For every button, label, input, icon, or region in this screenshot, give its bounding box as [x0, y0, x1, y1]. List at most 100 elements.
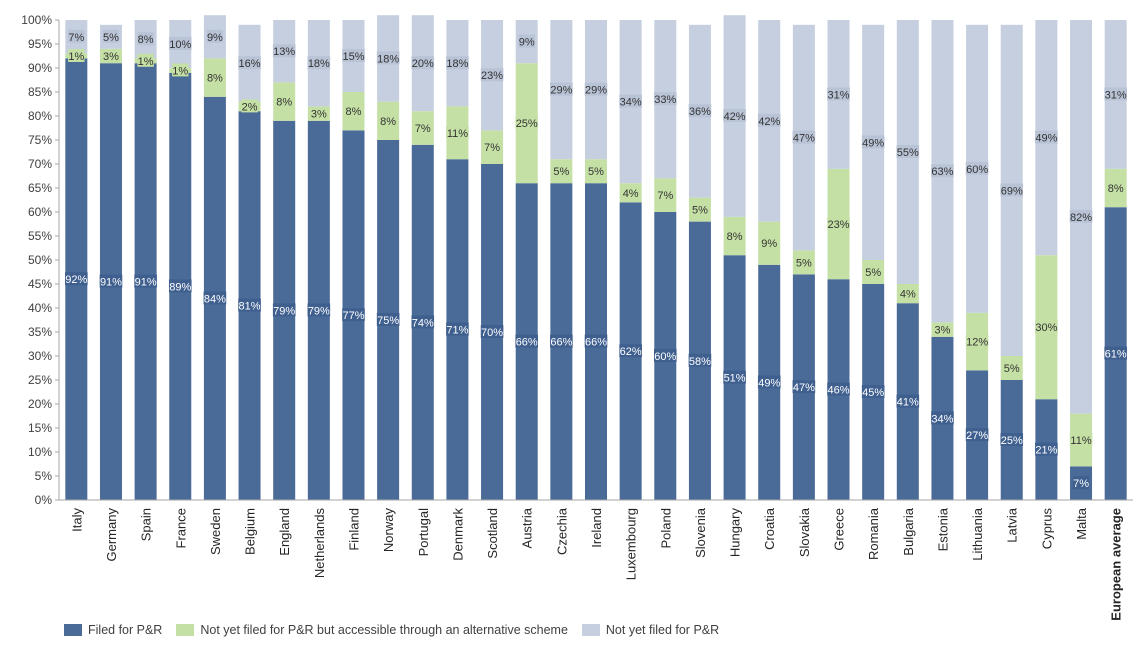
- data-label-alternative-bg: [934, 322, 951, 336]
- data-label-filed-bg: [550, 334, 573, 348]
- category-label: Belgium: [243, 508, 258, 555]
- y-tick-label: 10%: [28, 445, 52, 459]
- data-label-filed-bg: [203, 291, 227, 305]
- data-label-filed: 41%: [897, 397, 919, 409]
- data-label-not-filed-bg: [168, 37, 192, 50]
- data-label-filed: 79%: [273, 305, 295, 317]
- legend-swatch-filed: [64, 624, 82, 636]
- data-label-not-filed: 42%: [758, 116, 780, 128]
- data-label-filed-bg: [480, 325, 504, 338]
- category-label: England: [277, 508, 292, 556]
- data-label-alternative: 30%: [1035, 322, 1057, 334]
- y-tick-label: 35%: [28, 325, 52, 339]
- data-label-not-filed: 31%: [1105, 89, 1127, 101]
- data-label-alternative: 8%: [1108, 183, 1124, 195]
- data-label-alternative: 8%: [727, 231, 743, 243]
- category-label: Lithuania: [970, 507, 985, 561]
- data-label-filed-bg: [584, 334, 608, 348]
- data-label-alternative-bg: [553, 164, 570, 178]
- data-label-filed-bg: [896, 394, 920, 408]
- data-label-alternative-bg: [1069, 433, 1093, 446]
- data-label-not-filed: 82%: [1070, 212, 1092, 224]
- category-label: France: [173, 508, 188, 548]
- category-label: Poland: [658, 508, 673, 548]
- legend-item-not-filed: Not yet filed for P&R: [581, 623, 719, 637]
- category-label: Estonia: [935, 507, 950, 551]
- data-label-filed: 79%: [308, 305, 330, 317]
- data-label-alternative-bg: [414, 121, 431, 134]
- data-label-filed-bg: [99, 274, 123, 288]
- data-label-not-filed-bg: [102, 29, 120, 43]
- data-label-filed-bg: [272, 303, 296, 317]
- legend-item-alternative: Not yet filed for P&R but accessible thr…: [176, 623, 568, 637]
- data-label-not-filed: 49%: [862, 137, 884, 149]
- category-label: Sweden: [208, 508, 223, 555]
- data-label-alternative-bg: [68, 49, 85, 62]
- data-label-filed-bg: [1104, 346, 1127, 360]
- y-tick-label: 5%: [35, 469, 53, 483]
- data-label-filed: 66%: [585, 337, 607, 349]
- legend-label-alternative: Not yet filed for P&R but accessible thr…: [200, 623, 568, 637]
- category-label: Bulgaria: [901, 507, 916, 555]
- data-label-not-filed: 9%: [519, 37, 535, 49]
- y-tick-label: 75%: [28, 133, 52, 147]
- data-label-filed-bg: [653, 349, 677, 362]
- data-label-not-filed-bg: [792, 130, 816, 144]
- legend-item-filed: Filed for P&R: [64, 623, 162, 637]
- data-label-alternative: 4%: [623, 188, 639, 200]
- category-label: Luxembourg: [624, 508, 639, 580]
- category-label: Ireland: [589, 508, 604, 548]
- data-label-not-filed-bg: [446, 56, 469, 70]
- data-label-alternative-bg: [795, 255, 813, 269]
- data-label-alternative: 5%: [588, 166, 604, 178]
- data-label-not-filed-bg: [411, 56, 435, 70]
- data-label-filed-bg: [757, 375, 781, 389]
- data-label-alternative-bg: [310, 106, 328, 120]
- data-label-filed-bg: [238, 298, 261, 312]
- data-label-not-filed: 16%: [239, 58, 261, 70]
- y-tick-label: 60%: [28, 205, 52, 219]
- category-label: Cyprus: [1039, 508, 1054, 550]
- legend: Filed for P&R Not yet filed for P&R but …: [64, 623, 733, 637]
- data-label-filed-bg: [376, 313, 400, 326]
- data-label-not-filed-bg: [238, 56, 261, 70]
- data-label-not-filed: 69%: [1001, 185, 1023, 197]
- data-label-filed: 81%: [239, 301, 261, 313]
- category-label: Greece: [832, 508, 847, 551]
- data-label-not-filed-bg: [688, 104, 712, 118]
- data-label-not-filed: 55%: [897, 147, 919, 159]
- data-label-alternative: 25%: [516, 118, 538, 130]
- data-label-not-filed-bg: [137, 32, 154, 46]
- category-label: Italy: [69, 508, 84, 532]
- data-label-not-filed-bg: [206, 29, 224, 43]
- data-label-filed: 46%: [828, 385, 850, 397]
- data-label-not-filed: 9%: [207, 32, 223, 44]
- data-label-filed-bg: [1000, 433, 1024, 446]
- data-label-alternative-bg: [206, 70, 224, 84]
- data-label-alternative-bg: [1003, 361, 1020, 374]
- category-label: Portugal: [416, 508, 431, 557]
- category-label: Netherlands: [312, 508, 327, 579]
- data-label-filed-bg: [1035, 442, 1058, 456]
- data-label-not-filed-bg: [518, 34, 535, 48]
- data-label-alternative-bg: [657, 188, 674, 202]
- data-label-filed: 49%: [758, 377, 780, 389]
- data-label-alternative-bg: [726, 229, 743, 242]
- data-label-filed: 60%: [654, 351, 676, 363]
- data-label-not-filed-bg: [550, 82, 573, 96]
- data-label-filed-bg: [168, 279, 192, 293]
- data-label-filed: 34%: [931, 413, 953, 425]
- category-label: Hungary: [728, 508, 743, 558]
- data-label-not-filed-bg: [68, 29, 85, 43]
- data-label-not-filed-bg: [584, 82, 608, 96]
- data-label-not-filed-bg: [896, 145, 920, 158]
- data-label-not-filed: 47%: [793, 133, 815, 145]
- data-label-not-filed: 8%: [138, 34, 154, 46]
- data-label-filed: 71%: [446, 325, 468, 337]
- data-label-filed: 75%: [377, 315, 399, 327]
- data-label-filed: 66%: [516, 337, 538, 349]
- y-tick-label: 95%: [28, 37, 52, 51]
- data-label-filed-bg: [1072, 476, 1090, 490]
- category-label: Denmark: [450, 508, 465, 561]
- category-label: Slovenia: [693, 507, 708, 558]
